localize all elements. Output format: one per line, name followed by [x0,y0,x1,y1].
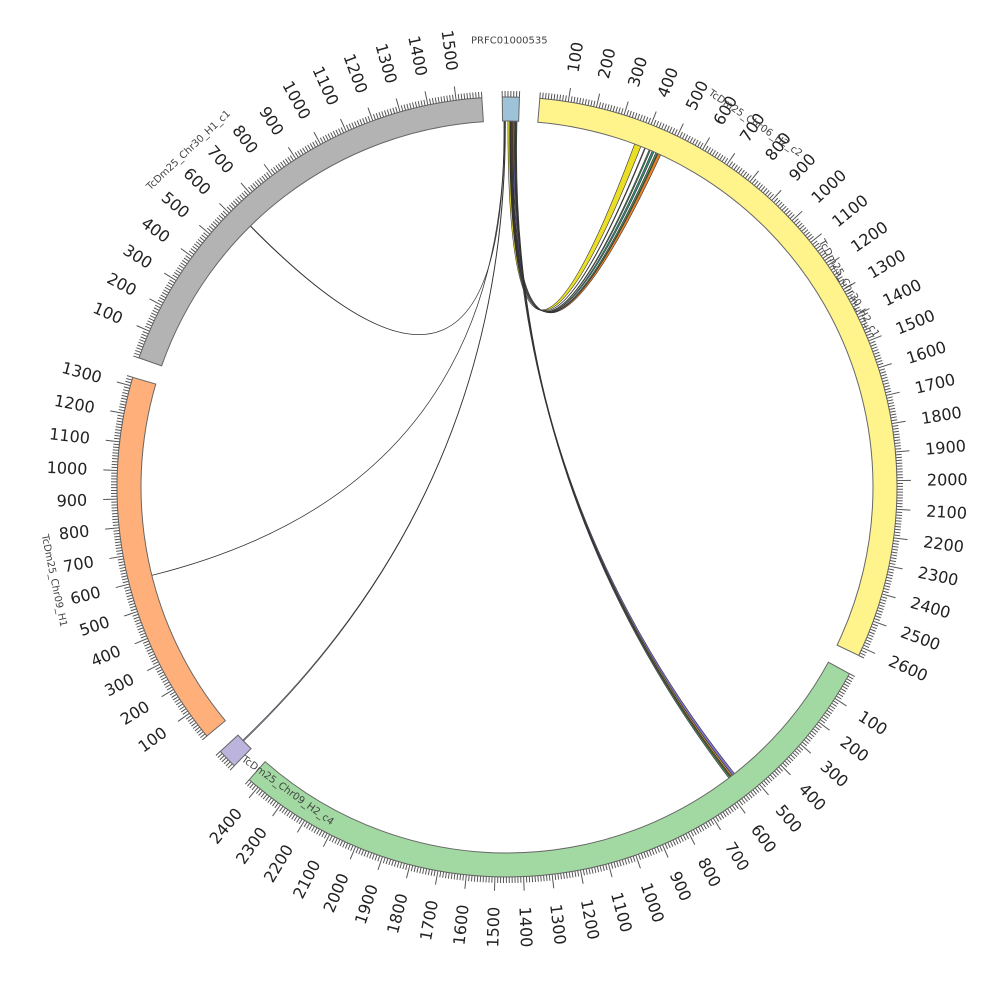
tick-label: 2200 [922,532,965,556]
tick-label: 1100 [308,63,342,108]
tick-label: 600 [68,582,102,608]
tick-label: 1400 [515,906,536,947]
tick-label: 300 [817,757,852,791]
tick-label: 1200 [53,391,97,417]
ideogram-prfc01000535 [501,96,520,122]
tick-label: 800 [228,121,262,157]
tick-label: 1000 [46,458,87,479]
ticks-tcdm25-chr09-h1 [103,375,208,741]
tick-label: 1600 [904,337,949,368]
tick-label: 500 [772,801,806,837]
tick-label: 1300 [372,41,401,85]
tick-label: 700 [721,838,753,874]
tick-label: 2000 [927,470,968,490]
tick-label: 700 [62,552,95,576]
tick-label: 400 [138,213,174,246]
ideogram-tcdm25-chr30-h2-c1 [537,97,898,657]
ideogram-tcdm25-chr09-h2-c4 [219,734,252,767]
tick-label: 1300 [546,903,570,946]
tick-label: 1300 [60,358,104,387]
tick-label: 2000 [319,870,352,915]
ideogram-tcdm25-chr06-h2-c2 [138,97,484,367]
tick-label: 600 [747,821,780,857]
ideogram-tcdm25-chr09-h1 [116,376,227,737]
tick-label: 1900 [351,882,382,927]
tick-label: 1900 [924,436,966,459]
tick-label: 900 [666,868,696,904]
tick-label: 400 [653,65,682,100]
tick-label: 200 [594,46,619,80]
tick-label: 1300 [864,246,909,283]
tick-label: 1800 [383,891,412,935]
tick-label: 1100 [48,424,91,448]
tick-label: 100 [564,41,588,74]
tick-layer [103,86,911,891]
tick-label: 1200 [577,898,603,942]
tick-label: 300 [624,54,651,89]
tick-label: 400 [795,780,830,815]
tick-label: 2300 [232,824,271,868]
tick-label: 1000 [278,78,314,123]
tick-label: 200 [104,269,140,300]
tick-label: 800 [58,521,90,543]
link-ribbon [249,120,505,335]
link-ribbon [514,120,733,777]
ticks-tcdm25-chr09-h2-c4 [215,751,235,771]
tick-label: 2100 [926,502,968,523]
tick-label: 100 [855,707,891,740]
chromosome-label-tcdm25-chr09-h1: TcDm25_Chr09_H1 [38,533,68,628]
tick-label: 2300 [916,563,960,590]
tick-label: 900 [785,150,820,185]
tick-label: 1400 [880,275,925,310]
link-ribbon [514,120,732,778]
tick-label: 1400 [404,34,431,78]
tick-label: 2400 [206,804,247,847]
tick-label: 1700 [416,899,442,942]
tick-label: 300 [101,670,137,701]
tick-label: 200 [837,732,873,766]
tick-label: 1200 [847,217,891,256]
tick-label: 500 [158,188,194,222]
chromosome-label-tcdm25-chr09-h2-c4: TcDm25_Chr09_H2_c4 [238,753,335,827]
ideogram-tcdm25-chr30-h1-c1 [248,661,851,878]
tick-label: 1000 [637,880,668,925]
tick-label: 300 [120,240,156,272]
tick-label: 1500 [483,907,503,948]
link-ribbon [509,120,646,312]
tick-label: 1000 [807,166,850,208]
tick-label: 1200 [340,51,372,96]
ideogram-layer [116,96,898,878]
tick-label: 2100 [289,857,324,902]
tick-label: 200 [117,697,153,729]
ticks-tcdm25-chr30-h1-c1 [244,673,855,891]
link-ribbon [242,120,506,742]
tick-label: 2500 [898,623,943,655]
tick-label: 1500 [893,306,938,339]
chromosome-label-prfc01000535: PRFC01000535 [471,36,548,47]
tick-label: 900 [56,491,87,511]
tick-label: 100 [135,723,171,756]
tick-label: 1500 [438,29,462,72]
ticks-tcdm25-chr06-h2-c2 [133,86,483,359]
tick-label: 1100 [607,890,636,934]
tick-label: 1600 [449,904,472,946]
link-ribbon [515,120,731,779]
tick-label: 2600 [886,651,931,685]
tick-label: 2200 [260,841,297,886]
ticks-tcdm25-chr30-h2-c1 [539,87,911,659]
tick-label: 500 [77,612,112,640]
tick-label: 1700 [913,370,957,398]
ticks-prfc01000535 [501,90,521,98]
tick-label: 700 [203,142,237,178]
tick-label: 400 [88,641,124,670]
tick-label: 800 [694,854,725,890]
tick-label: 1100 [828,191,872,231]
tick-label: 600 [180,164,215,199]
tick-label: 2400 [908,593,952,622]
tick-label: 100 [90,298,126,328]
tick-label: 900 [255,103,288,139]
tick-label: 1800 [920,403,963,428]
